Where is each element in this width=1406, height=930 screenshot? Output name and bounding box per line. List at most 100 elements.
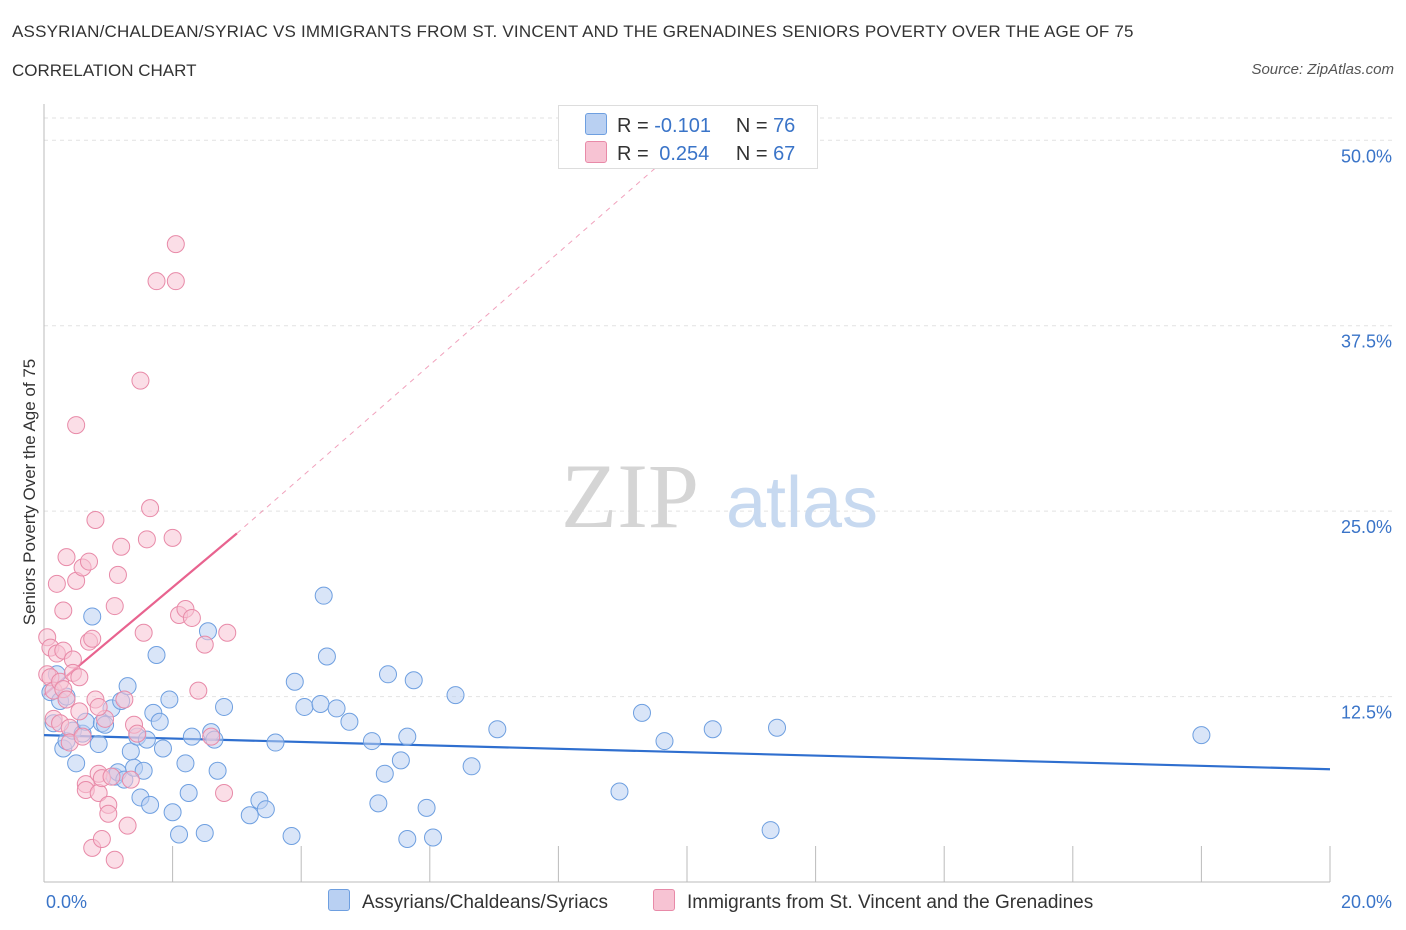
- grid-lines: [44, 117, 1392, 698]
- bottom-legend-label-1: Assyrians/Chaldeans/Syriacs: [362, 892, 609, 913]
- pink-data-point: [57, 548, 76, 567]
- pink-data-point: [166, 272, 185, 291]
- pink-data-point: [83, 629, 102, 648]
- blue-data-point: [176, 754, 195, 773]
- blue-data-point: [391, 751, 410, 770]
- legend-r-label-2: R =: [617, 143, 649, 165]
- bottom-legend-swatch-blue: [328, 889, 350, 911]
- blue-data-point: [67, 754, 86, 773]
- y-tick-label: 12.5%: [1341, 703, 1392, 723]
- legend-n-value-2: 67: [773, 143, 796, 165]
- blue-data-point: [610, 782, 629, 801]
- pink-data-point: [215, 783, 234, 802]
- pink-data-point: [189, 681, 208, 700]
- pink-data-point: [70, 702, 89, 721]
- axes: [43, 104, 1331, 883]
- watermark-atlas: atlas: [726, 463, 878, 543]
- legend-r-value-1: -0.101: [654, 115, 711, 137]
- pink-data-point: [54, 601, 73, 620]
- pink-data-point: [105, 850, 124, 869]
- pink-data-point: [202, 727, 221, 746]
- blue-data-point: [163, 803, 182, 822]
- source-label: Source: ZipAtlas.com: [1251, 61, 1394, 78]
- legend-box: R = -0.101 N = 76 R = 0.254 N = 67: [558, 105, 818, 169]
- pink-data-point: [108, 565, 127, 584]
- blue-data-point: [462, 757, 481, 776]
- watermark-zip: ZIP: [561, 445, 699, 547]
- data-points: [38, 235, 1211, 869]
- y-tick-label: 25.0%: [1341, 517, 1392, 537]
- blue-data-point: [317, 647, 336, 666]
- blue-data-point: [195, 824, 214, 843]
- pink-data-point: [57, 690, 76, 709]
- pink-data-point: [131, 371, 150, 390]
- blue-data-point: [369, 794, 388, 813]
- blue-data-point: [446, 686, 465, 705]
- legend-r-value-2: 0.254: [659, 143, 710, 165]
- blue-data-point: [208, 761, 227, 780]
- blue-data-point: [327, 699, 346, 718]
- pink-data-point: [118, 816, 137, 835]
- blue-data-point: [488, 720, 507, 739]
- blue-data-point: [295, 697, 314, 716]
- pink-data-point: [121, 770, 140, 789]
- blue-data-point: [134, 761, 153, 780]
- blue-data-point: [182, 727, 201, 746]
- pink-data-point: [137, 530, 156, 549]
- pink-data-point: [80, 552, 99, 571]
- pink-data-point: [134, 623, 153, 642]
- blue-data-point: [375, 764, 394, 783]
- trend-lines: [43, 117, 1331, 771]
- blue-data-point: [153, 739, 172, 758]
- blue-data-point: [150, 712, 169, 731]
- blue-data-point: [83, 607, 102, 626]
- pink-data-point: [218, 623, 237, 642]
- blue-data-point: [761, 821, 780, 840]
- pink-data-point: [128, 724, 147, 743]
- pink-data-point: [141, 499, 160, 518]
- pink-data-point: [92, 829, 111, 848]
- legend-n-value-1: 76: [773, 115, 796, 137]
- y-axis-label: Seniors Poverty Over the Age of 75: [20, 359, 39, 625]
- blue-data-point: [398, 829, 417, 848]
- legend-row-series1: R = -0.101 N = 76: [585, 113, 795, 137]
- pink-data-point: [195, 635, 214, 654]
- y-tick-label: 50.0%: [1341, 146, 1392, 166]
- pink-data-point: [70, 668, 89, 687]
- x-tick-label: 0.0%: [46, 892, 87, 912]
- blue-data-point: [703, 720, 722, 739]
- pink-data-point: [182, 608, 201, 627]
- blue-data-point: [215, 697, 234, 716]
- blue-data-point: [404, 671, 423, 690]
- blue-data-point: [340, 712, 359, 731]
- blue-trend-line: [43, 734, 1331, 771]
- pink-data-point: [166, 235, 185, 254]
- blue-data-point: [240, 806, 259, 825]
- pink-data-point: [99, 804, 118, 823]
- bottom-legend-swatch-pink: [653, 889, 675, 911]
- bottom-legend-label-2: Immigrants from St. Vincent and the Gren…: [687, 892, 1094, 913]
- pink-data-point: [102, 767, 121, 786]
- blue-data-point: [170, 825, 189, 844]
- legend-n-label-2: N =: [735, 143, 768, 165]
- blue-data-point: [160, 690, 179, 709]
- chart-subtitle: CORRELATION CHART: [12, 61, 197, 80]
- legend-swatch-blue: [585, 113, 607, 135]
- blue-data-point: [379, 665, 398, 684]
- blue-data-point: [398, 727, 417, 746]
- blue-data-point: [179, 783, 198, 802]
- legend-swatch-pink: [585, 141, 607, 163]
- legend-row-series2: R = 0.254 N = 67: [585, 141, 795, 165]
- legend-n-label-1: N =: [735, 115, 768, 137]
- pink-data-point: [73, 727, 92, 746]
- blue-data-point: [141, 795, 160, 814]
- blue-data-point: [285, 672, 304, 691]
- pink-data-point: [86, 511, 105, 530]
- blue-data-point: [1192, 726, 1211, 745]
- pink-data-point: [163, 528, 182, 547]
- pink-data-point: [89, 697, 108, 716]
- blue-data-point: [256, 800, 275, 819]
- blue-data-point: [417, 798, 436, 817]
- blue-data-point: [89, 735, 108, 754]
